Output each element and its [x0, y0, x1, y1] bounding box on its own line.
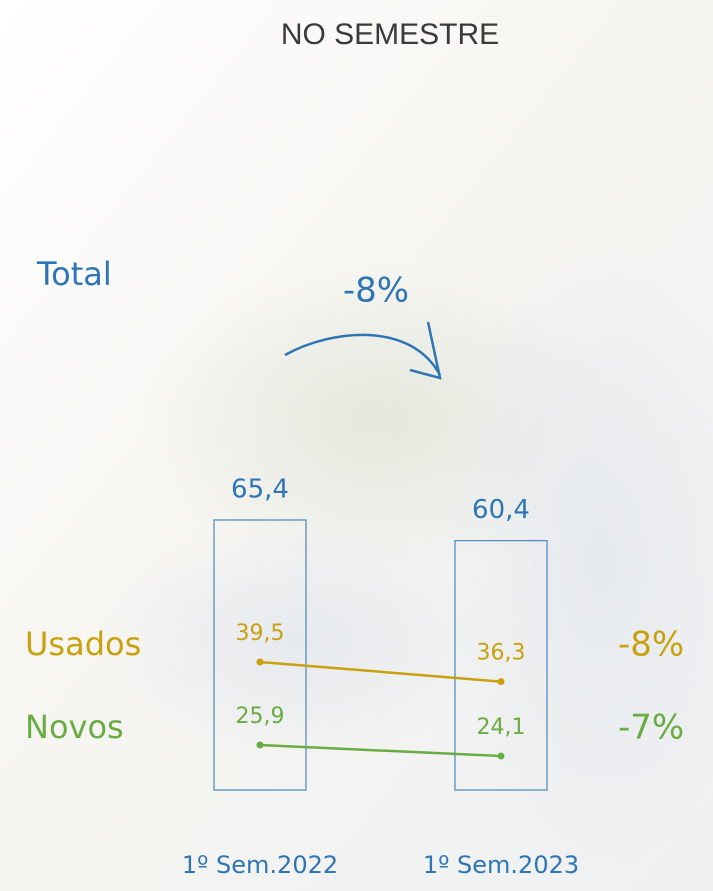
page: NO SEMESTRE 1º Sem.2022 1º Sem.2023 Total -…	[0, 0, 713, 891]
background-blur	[100, 520, 500, 760]
value-label: 39,5	[236, 621, 285, 646]
change-label: -8%	[343, 271, 409, 311]
value-label: 36,3	[477, 641, 526, 666]
line-point	[257, 742, 264, 749]
line-point	[498, 752, 505, 759]
value-label: 24,1	[477, 715, 526, 740]
series-label: Novos	[25, 708, 124, 746]
x-tick-label: 1º Sem.2023	[423, 851, 579, 879]
change-label: -7%	[618, 708, 684, 748]
series-label: Total	[36, 255, 112, 293]
chart: NO SEMESTRE 1º Sem.2022 1º Sem.2023 Total -…	[0, 0, 713, 891]
change-label: -8%	[618, 625, 684, 665]
value-label: 60,4	[472, 495, 530, 525]
chart-title: NO SEMESTRE	[281, 18, 499, 51]
line-point	[257, 659, 264, 666]
line-point	[498, 678, 505, 685]
series-label: Usados	[25, 625, 141, 663]
x-tick-label: 1º Sem.2022	[182, 851, 338, 879]
value-label: 65,4	[231, 474, 289, 504]
value-label: 25,9	[236, 704, 285, 729]
